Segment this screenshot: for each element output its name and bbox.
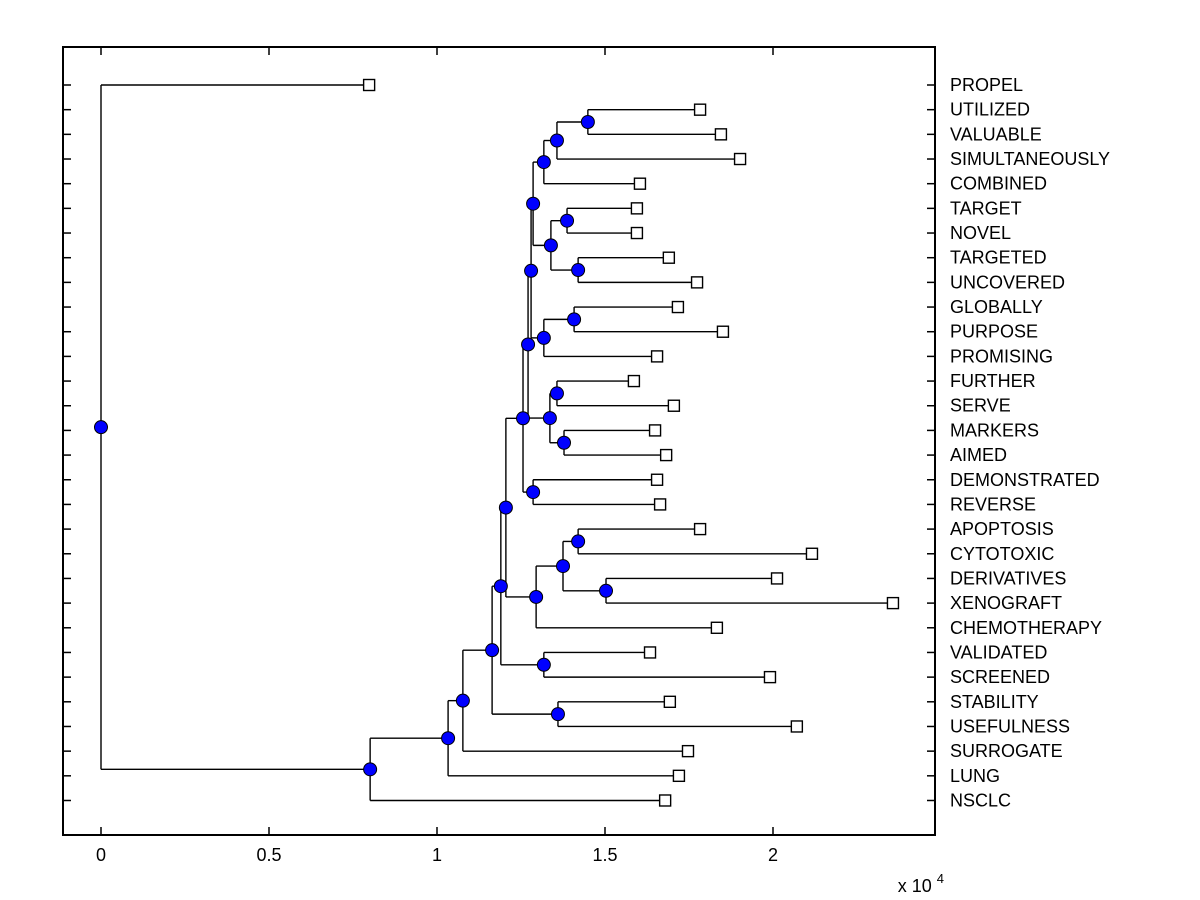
leaf-label[interactable]: SCREENED [950, 667, 1050, 687]
leaf-label[interactable]: REVERSE [950, 494, 1036, 514]
leaf-node-square[interactable] [790, 720, 804, 733]
branch-node-dot[interactable] [571, 534, 586, 549]
branch-node-dot[interactable] [560, 213, 575, 228]
leaf-label[interactable]: APOPTOSIS [950, 519, 1054, 539]
x-tick-label: 2 [768, 845, 778, 865]
leaf-node-square[interactable] [690, 276, 704, 289]
leaf-node-square[interactable] [714, 128, 728, 141]
leaf-node-square[interactable] [886, 596, 900, 610]
leaf-node-square[interactable] [693, 103, 707, 116]
leaf-label[interactable]: LUNG [950, 766, 1000, 786]
leaf-label[interactable]: SURROGATE [950, 741, 1063, 761]
leaf-node-square[interactable] [805, 547, 819, 560]
leaf-label[interactable]: AIMED [950, 445, 1007, 465]
branch-node-dot[interactable] [536, 330, 551, 345]
branch-node-dot[interactable] [536, 155, 551, 170]
branch-node-dot[interactable] [571, 263, 586, 278]
leaf-node-square[interactable] [671, 300, 685, 314]
leaf-label[interactable]: PROMISING [950, 346, 1053, 366]
leaf-label[interactable]: XENOGRAFT [950, 593, 1062, 613]
branch-node-dot[interactable] [536, 657, 551, 672]
leaf-node-square[interactable] [650, 473, 664, 486]
branch-node-dot[interactable] [485, 643, 500, 658]
branch-node-dot[interactable] [94, 420, 108, 435]
branch-node-dot[interactable] [516, 411, 531, 426]
leaf-node-square[interactable] [659, 448, 673, 462]
leaf-node-square[interactable] [362, 78, 376, 92]
leaf-node-square[interactable] [648, 424, 662, 437]
leaf-label[interactable]: PROPEL [950, 75, 1023, 95]
branch-node-dot[interactable] [543, 238, 558, 253]
leaf-label[interactable]: VALUABLE [950, 124, 1042, 144]
leaf-node-square[interactable] [710, 621, 724, 634]
leaf-node-square[interactable] [663, 695, 677, 708]
leaf-label[interactable]: CHEMOTHERAPY [950, 618, 1102, 638]
leaf-label[interactable]: FURTHER [950, 371, 1036, 391]
x-tick-label: 1.5 [592, 845, 617, 865]
leaf-label[interactable]: USEFULNESS [950, 716, 1070, 736]
leaf-node-square[interactable] [630, 226, 644, 240]
branch-node-dot[interactable] [550, 707, 565, 722]
leaf-node-square[interactable] [763, 670, 777, 684]
branch-node-dot[interactable] [549, 133, 564, 148]
leaf-label[interactable]: SERVE [950, 396, 1011, 416]
leaf-label[interactable]: DEMONSTRATED [950, 470, 1100, 490]
leaf-node-square[interactable] [672, 769, 686, 783]
leaf-node-square[interactable] [716, 325, 730, 338]
leaf-node-square[interactable] [733, 152, 747, 166]
leaf-label[interactable]: CYTOTOXIC [950, 544, 1054, 564]
branch-node-dot[interactable] [441, 731, 456, 746]
branch-node-dot[interactable] [557, 435, 572, 450]
branch-node-dot[interactable] [599, 583, 614, 598]
branch-node-dot[interactable] [524, 263, 539, 278]
leaf-label[interactable]: UNCOVERED [950, 272, 1065, 292]
axis-multiplier-label: x 10 4 [898, 871, 944, 896]
leaf-label[interactable]: MARKERS [950, 420, 1039, 440]
leaf-label[interactable]: VALIDATED [950, 642, 1047, 662]
leaf-node-square[interactable] [770, 572, 784, 585]
branch-node-dot[interactable] [498, 500, 513, 515]
leaf-node-square[interactable] [693, 522, 707, 536]
leaf-label[interactable]: GLOBALLY [950, 297, 1043, 317]
branch-node-dot[interactable] [549, 386, 564, 401]
leaf-label[interactable]: TARGET [950, 198, 1022, 218]
leaf-label[interactable]: STABILITY [950, 692, 1039, 712]
leaf-node-square[interactable] [633, 177, 647, 190]
branch-node-dot[interactable] [521, 337, 536, 352]
branch-node-dot[interactable] [542, 411, 557, 426]
leaf-node-square[interactable] [662, 251, 676, 264]
branch-node-dot[interactable] [526, 196, 541, 211]
branch-node-dot[interactable] [455, 693, 470, 708]
leaf-label[interactable]: COMBINED [950, 174, 1047, 194]
leaf-node-square[interactable] [630, 202, 644, 215]
leaf-node-square[interactable] [653, 498, 667, 511]
leaf-label[interactable]: SIMULTANEOUSLY [950, 149, 1110, 169]
leaf-node-square[interactable] [627, 374, 641, 388]
leaf-node-square[interactable] [643, 646, 657, 659]
leaf-label[interactable]: UTILIZED [950, 100, 1030, 120]
branch-node-dot[interactable] [526, 485, 541, 500]
x-tick-label: 0.5 [256, 845, 281, 865]
leaf-label[interactable]: NSCLC [950, 790, 1011, 810]
branch-node-dot[interactable] [580, 115, 595, 130]
branch-node-dot[interactable] [567, 312, 582, 327]
x-tick-label: 1 [432, 845, 442, 865]
branch-node-dot[interactable] [493, 579, 508, 594]
plot-border [62, 46, 936, 836]
leaf-label[interactable]: NOVEL [950, 223, 1011, 243]
leaf-node-square[interactable] [681, 744, 695, 758]
leaf-node-square[interactable] [667, 399, 681, 412]
leaf-node-square[interactable] [650, 350, 664, 363]
x-tick-label: 0 [96, 845, 106, 865]
leaf-label[interactable]: PURPOSE [950, 322, 1038, 342]
leaf-node-square[interactable] [658, 794, 672, 807]
leaf-label[interactable]: DERIVATIVES [950, 568, 1066, 588]
branch-node-dot[interactable] [363, 762, 378, 777]
branch-node-dot[interactable] [556, 559, 570, 574]
branch-node-dot[interactable] [529, 589, 544, 604]
leaf-label[interactable]: TARGETED [950, 248, 1047, 268]
